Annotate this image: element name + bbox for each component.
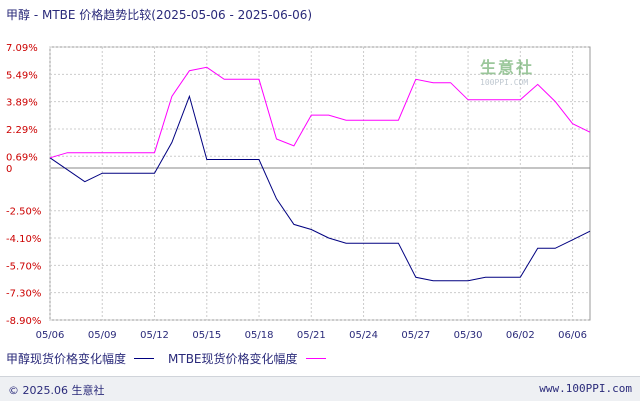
y-tick-label: 0.69% (6, 152, 38, 163)
x-tick-label: 05/30 (454, 330, 483, 341)
y-tick-label: 2.29% (6, 125, 38, 136)
x-tick-label: 05/06 (36, 330, 65, 341)
x-tick-label: 05/15 (192, 330, 221, 341)
legend-label-series1: 甲醇现货价格变化幅度 (6, 352, 127, 366)
y-tick-label: -7.30% (6, 289, 41, 300)
x-tick-label: 06/06 (558, 330, 587, 341)
x-tick-label: 05/27 (401, 330, 430, 341)
y-tick-label: -5.70% (6, 261, 41, 272)
x-tick-label: 06/02 (506, 330, 535, 341)
x-tick-label: 05/18 (245, 330, 274, 341)
x-tick-label: 05/24 (349, 330, 378, 341)
y-tick-label: 7.09% (6, 43, 38, 54)
copyright-text: © 2025.06 生意社 (8, 384, 105, 397)
series-layer (49, 66, 591, 282)
chart-title: 甲醇 - MTBE 价格趋势比较(2025-05-06 - 2025-06-06… (6, 8, 313, 22)
legend-label-series2: MTBE现货价格变化幅度 (168, 352, 298, 366)
footer-bar: © 2025.06 生意社 www.100PPI.com (0, 376, 640, 401)
x-tick-label: 05/09 (88, 330, 117, 341)
chart-legend: 甲醇现货价格变化幅度 MTBE现货价格变化幅度 (6, 350, 340, 367)
watermark-text: 生意社 (480, 58, 535, 77)
y-tick-label: -4.10% (6, 234, 41, 245)
y-tick-label: 5.49% (6, 70, 38, 81)
y-tick-label: 3.89% (6, 98, 38, 109)
plot-frame (49, 46, 591, 321)
y-tick-label: 0 (6, 164, 12, 175)
watermark-logo: 生意社 100PPI.COM (480, 54, 534, 87)
y-tick-label: -2.50% (6, 207, 41, 218)
tick-layer: 7.09% 5.49% 3.89% 2.29% 0.69%0 -2.50% -4.10% -5… (6, 43, 587, 341)
x-tick-label: 05/21 (297, 330, 326, 341)
series-line-2 (49, 66, 591, 159)
x-tick-label: 05/12 (140, 330, 169, 341)
legend-swatch-series1 (134, 358, 155, 359)
watermark-url: 100PPI.COM (480, 78, 529, 87)
legend-swatch-series2 (305, 358, 326, 359)
y-tick-label: -8.90% (6, 316, 41, 327)
grid-layer (49, 46, 591, 321)
series-line-1 (49, 94, 591, 282)
footer-site-link[interactable]: www.100PPI.com (539, 382, 632, 395)
